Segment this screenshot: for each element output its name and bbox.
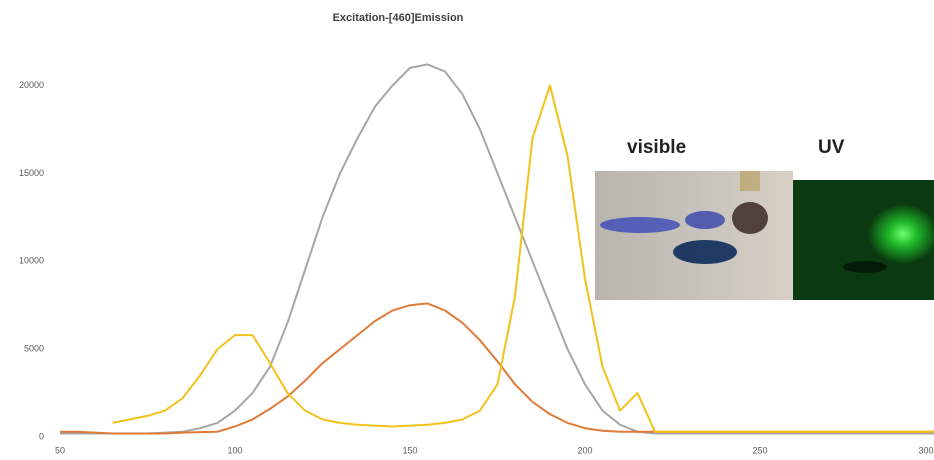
spot [685, 211, 725, 229]
chart-title: Excitation-[460]Emission [333, 12, 464, 24]
x-tick-label: 50 [55, 445, 65, 455]
stain [740, 171, 760, 191]
series-line [60, 63, 934, 435]
inset-visible [595, 171, 934, 300]
y-tick-label: 5000 [24, 344, 44, 354]
y-tick-label: 10000 [19, 256, 44, 266]
annotation: UV [818, 137, 845, 158]
photo-visible [595, 171, 793, 300]
x-tick-label: 150 [402, 445, 417, 455]
x-tick-label: 250 [752, 445, 767, 455]
plot-area: 0 5000 10000 15000 20000 50 100 150 200 250 300 [19, 63, 934, 455]
series-line [112, 84, 934, 433]
spot [673, 240, 737, 264]
y-tick-label: 20000 [19, 80, 44, 90]
y-tick-label: 15000 [19, 168, 44, 178]
photo-uv [793, 180, 934, 300]
x-tick-label: 300 [918, 445, 933, 455]
annotation: visible [627, 137, 686, 158]
spot [843, 261, 887, 273]
x-tick-label: 200 [577, 445, 592, 455]
spot [732, 202, 768, 234]
x-tick-label: 100 [227, 445, 242, 455]
series-line [60, 302, 934, 435]
y-tick-label: 0 [39, 431, 44, 441]
spot [600, 217, 680, 233]
